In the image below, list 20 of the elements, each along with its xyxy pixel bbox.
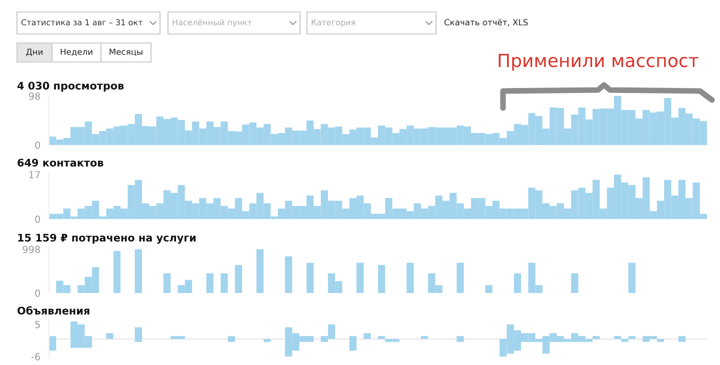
text: Категория bbox=[312, 19, 355, 27]
chart-title: 649 контактов bbox=[18, 158, 104, 167]
text: Недели bbox=[60, 48, 92, 56]
y-tick-label: 0 bbox=[35, 215, 40, 223]
text: Статистика за 1 авг – 31 окт bbox=[21, 19, 142, 26]
chart-title: 4 030 просмотров bbox=[17, 82, 124, 92]
y-tick-label: 0 bbox=[35, 141, 40, 149]
text: Месяцы bbox=[110, 48, 142, 56]
y-tick-label: 998 bbox=[22, 246, 40, 254]
chart-title: 15 159 ₽ потрачено на услуги bbox=[18, 234, 196, 244]
text: Скачать отчёт, XLS bbox=[444, 18, 528, 26]
text: Дни bbox=[26, 48, 42, 56]
chart-title: Объявления bbox=[18, 306, 90, 315]
y-tick-label: 5 bbox=[35, 320, 40, 328]
y-tick-label: 0 bbox=[35, 289, 40, 297]
y-tick-label: 17 bbox=[29, 171, 40, 178]
y-tick-label: -6 bbox=[31, 353, 40, 360]
text: Применили масспост bbox=[498, 54, 698, 71]
text: Населённый пункт bbox=[172, 19, 252, 27]
y-tick-label: 98 bbox=[28, 92, 40, 100]
